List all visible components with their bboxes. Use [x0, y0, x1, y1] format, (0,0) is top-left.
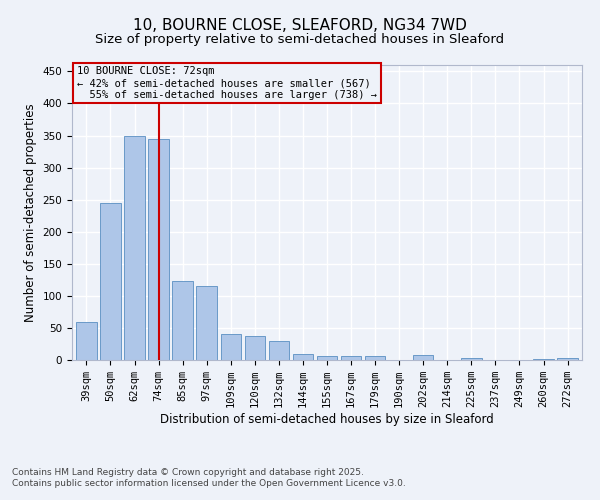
- Bar: [557, 358, 578, 360]
- X-axis label: Distribution of semi-detached houses by size in Sleaford: Distribution of semi-detached houses by …: [160, 413, 494, 426]
- Text: 10, BOURNE CLOSE, SLEAFORD, NG34 7WD: 10, BOURNE CLOSE, SLEAFORD, NG34 7WD: [133, 18, 467, 32]
- Text: 10 BOURNE CLOSE: 72sqm
← 42% of semi-detached houses are smaller (567)
  55% of : 10 BOURNE CLOSE: 72sqm ← 42% of semi-det…: [77, 66, 377, 100]
- Bar: [196, 286, 217, 360]
- Bar: [269, 341, 289, 360]
- Bar: [317, 356, 337, 360]
- Y-axis label: Number of semi-detached properties: Number of semi-detached properties: [24, 103, 37, 322]
- Bar: [124, 136, 145, 360]
- Bar: [100, 203, 121, 360]
- Bar: [172, 281, 193, 360]
- Bar: [76, 322, 97, 360]
- Text: Size of property relative to semi-detached houses in Sleaford: Size of property relative to semi-detach…: [95, 32, 505, 46]
- Bar: [365, 356, 385, 360]
- Bar: [293, 354, 313, 360]
- Bar: [148, 138, 169, 360]
- Bar: [533, 358, 554, 360]
- Bar: [221, 334, 241, 360]
- Bar: [413, 355, 433, 360]
- Bar: [245, 336, 265, 360]
- Bar: [341, 356, 361, 360]
- Bar: [461, 358, 482, 360]
- Text: Contains HM Land Registry data © Crown copyright and database right 2025.
Contai: Contains HM Land Registry data © Crown c…: [12, 468, 406, 487]
